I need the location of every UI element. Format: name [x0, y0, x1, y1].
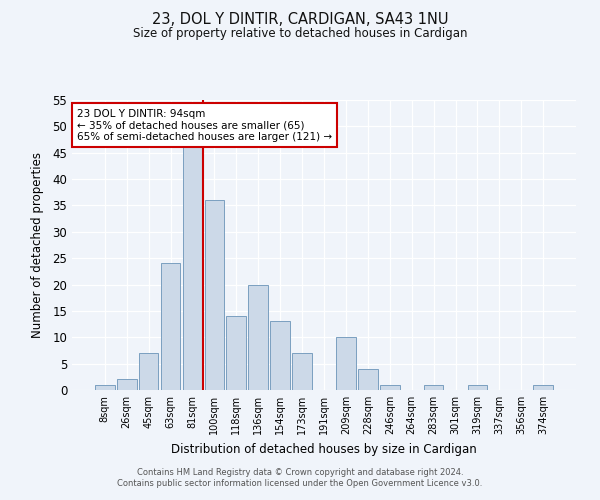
Text: Size of property relative to detached houses in Cardigan: Size of property relative to detached ho…: [133, 28, 467, 40]
Bar: [248, 284, 268, 390]
Bar: [292, 353, 312, 390]
Text: Contains HM Land Registry data © Crown copyright and database right 2024.
Contai: Contains HM Land Registry data © Crown c…: [118, 468, 482, 487]
Text: 23, DOL Y DINTIR, CARDIGAN, SA43 1NU: 23, DOL Y DINTIR, CARDIGAN, SA43 1NU: [152, 12, 448, 28]
Y-axis label: Number of detached properties: Number of detached properties: [31, 152, 44, 338]
Bar: [358, 369, 378, 390]
Bar: [424, 384, 443, 390]
Bar: [336, 338, 356, 390]
Bar: [95, 384, 115, 390]
Text: 23 DOL Y DINTIR: 94sqm
← 35% of detached houses are smaller (65)
65% of semi-det: 23 DOL Y DINTIR: 94sqm ← 35% of detached…: [77, 108, 332, 142]
Bar: [161, 264, 181, 390]
X-axis label: Distribution of detached houses by size in Cardigan: Distribution of detached houses by size …: [171, 442, 477, 456]
Bar: [270, 322, 290, 390]
Bar: [467, 384, 487, 390]
Bar: [380, 384, 400, 390]
Bar: [533, 384, 553, 390]
Bar: [139, 353, 158, 390]
Bar: [182, 148, 202, 390]
Bar: [226, 316, 246, 390]
Bar: [117, 380, 137, 390]
Bar: [205, 200, 224, 390]
